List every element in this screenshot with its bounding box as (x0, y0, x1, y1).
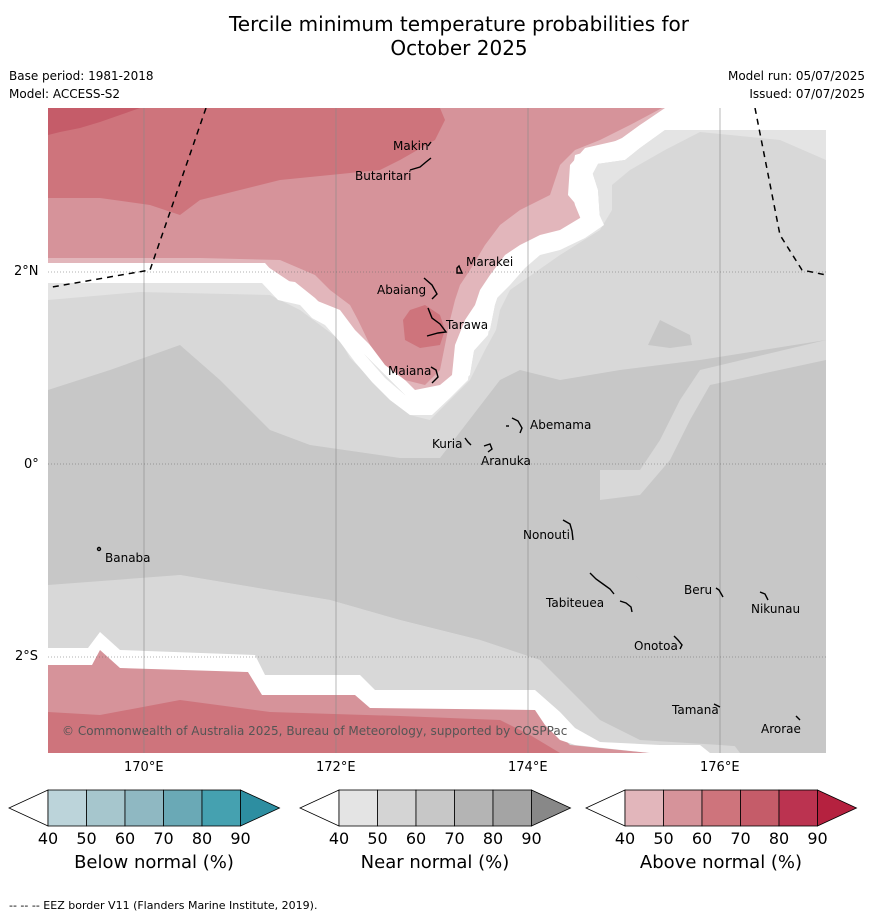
colorbar-tick-label: 60 (115, 829, 135, 848)
colorbar-extend-high (240, 789, 281, 827)
colorbar-segment (778, 789, 818, 827)
colorbar-tick-label: 40 (38, 829, 58, 848)
colorbar-label-above: Above normal (%) (639, 852, 803, 873)
colorbar-label-below: Below normal (%) (74, 852, 234, 873)
colorbar-tick-label: 40 (615, 829, 635, 848)
near-normal-light-strip (600, 340, 826, 500)
map-shading (48, 108, 826, 753)
colorbar-segment (415, 789, 455, 827)
colorbar-extend-low (299, 789, 340, 827)
colorbar-tick-label: 90 (230, 829, 250, 848)
colorbar-segment (86, 789, 126, 827)
colorbar-segment (740, 789, 780, 827)
colorbar-segment (201, 789, 241, 827)
colorbar-segment (663, 789, 703, 827)
white-gap-south (48, 632, 710, 753)
colorbars-svg: 40 50 60 70 80 90 40 50 60 70 80 90 40 50 60 70 80 90 (8, 789, 858, 848)
colorbar-extend-low (585, 789, 626, 827)
colorbar-segment (701, 789, 741, 827)
colorbar-segment (454, 789, 494, 827)
colorbar-tick-label: 80 (483, 829, 503, 848)
colorbar-tick-label: 50 (76, 829, 96, 848)
colorbar-tick-label: 70 (444, 829, 464, 848)
title-line-2: October 2025 (390, 36, 528, 60)
colorbar-tick-label: 80 (192, 829, 212, 848)
near-normal-small-patch (648, 320, 692, 348)
colorbar-extend-high (817, 789, 858, 827)
map-title: Tercile minimum temperature probabilitie… (0, 12, 873, 60)
base-period: Base period: 1981-2018 (9, 69, 154, 83)
colorbar-above: 40 50 60 70 80 90 (585, 789, 858, 848)
colorbar-tick-label: 60 (692, 829, 712, 848)
meta-right: Model run: 05/07/2025 Issued: 07/07/2025 (728, 67, 865, 103)
lat-label-0: 0° (24, 457, 39, 472)
above-normal-north-70 (48, 108, 445, 215)
lon-label-174: 174°E (508, 760, 548, 775)
colorbar-segment (492, 789, 532, 827)
model-name: Model: ACCESS-S2 (9, 87, 121, 101)
grid-lines (143, 108, 721, 753)
footer-note: -- -- -- EEZ border V11 (Flanders Marine… (9, 899, 318, 912)
colorbar-segment (163, 789, 203, 827)
colorbar-segment (124, 789, 164, 827)
colorbar-segment (377, 789, 417, 827)
colorbar-tick-label: 40 (329, 829, 349, 848)
model-run: Model run: 05/07/2025 (727, 69, 865, 83)
near-normal-60-east (600, 350, 826, 753)
colorbar-tick-label: 50 (367, 829, 387, 848)
colorbar-segment (624, 789, 664, 827)
colorbar-label-near: Near normal (%) (360, 852, 510, 873)
colorbar-tick-label: 60 (406, 829, 426, 848)
above-normal-south-70 (48, 700, 560, 753)
lon-label-172: 172°E (316, 760, 356, 775)
lon-label-170: 170°E (124, 760, 164, 775)
eez-borders (51, 108, 826, 288)
lat-label-2n: 2°N (14, 264, 39, 279)
colorbar-tick-label: 70 (153, 829, 173, 848)
lat-label-2s: 2°S (15, 649, 39, 664)
lon-label-176: 176°E (700, 760, 740, 775)
colorbar-tick-label: 50 (653, 829, 673, 848)
island-outlines (96, 141, 801, 721)
white-gap-north (48, 113, 826, 415)
colorbar-segment (47, 789, 87, 827)
colorbar-tick-label: 90 (807, 829, 827, 848)
above-normal-north-80 (48, 108, 140, 135)
above-normal-tarawa-patch (403, 305, 445, 348)
issued-date: Issued: 07/07/2025 (749, 87, 865, 101)
title-line-1: Tercile minimum temperature probabilitie… (228, 12, 690, 36)
meta-left: Base period: 1981-2018 Model: ACCESS-S2 (9, 67, 154, 103)
colorbar-tick-label: 90 (521, 829, 541, 848)
colorbar-extend-high (531, 789, 572, 827)
colorbar-extend-low (8, 789, 49, 827)
colorbar-below: 40 50 60 70 80 90 (8, 789, 281, 848)
lat-lines (48, 271, 826, 658)
near-normal-60-region (48, 340, 826, 753)
colorbar-near: 40 50 60 70 80 90 (299, 789, 572, 848)
colorbar-segment (338, 789, 378, 827)
colorbar-tick-label: 70 (730, 829, 750, 848)
colorbar-tick-label: 80 (769, 829, 789, 848)
